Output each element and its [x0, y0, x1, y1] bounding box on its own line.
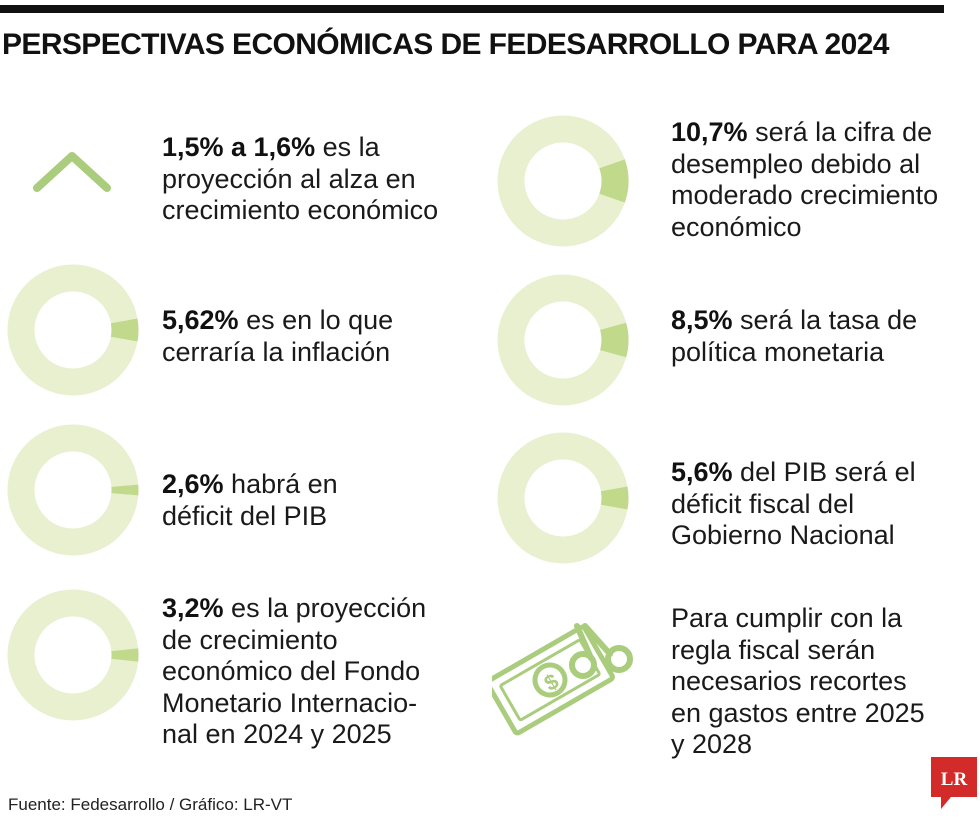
stat-text-line: habrá en: [223, 469, 338, 499]
stat-text-line: de crecimiento: [162, 624, 338, 655]
stat-text-line: económico: [671, 211, 802, 242]
stat-text-line: es en lo que: [238, 305, 394, 335]
stat-text-line: Gobierno Nacional: [671, 520, 895, 550]
stat-value: 5,62%: [162, 305, 239, 335]
donut-gdp-deficit-icon: [7, 424, 139, 556]
stat-text-line: será la cifra de: [747, 117, 933, 147]
stat-value: 2,6%: [162, 469, 224, 499]
top-rule: [0, 5, 944, 13]
donut-imf-growth-icon: [7, 589, 139, 721]
stat-text-line: será la tasa de: [732, 305, 918, 335]
stat-fiscal-deficit: 5,6% del PIB será el déficit fiscal del Go…: [671, 457, 916, 552]
page-title: PERSPECTIVAS ECONÓMICAS DE FEDESARROLLO …: [2, 28, 889, 61]
stat-text-line: política monetaria: [671, 336, 885, 367]
donut-highlight-segment: [599, 159, 629, 203]
donut-highlight-segment: [599, 322, 629, 358]
donut-ring: [7, 424, 139, 556]
stat-value: 10,7%: [671, 117, 748, 147]
stat-value: 1,5% a 1,6%: [162, 132, 316, 162]
donut-monetary-policy-icon: [497, 274, 629, 406]
stat-value: 8,5%: [671, 305, 733, 335]
stat-text-line: déficit fiscal del: [671, 488, 855, 519]
donut-ring: [497, 432, 629, 564]
stat-unemployment: 10,7% será la cifra de desempleo debido a…: [671, 117, 938, 243]
stat-text-line: crecimiento económico: [162, 195, 439, 225]
stat-value: 5,6%: [671, 457, 733, 487]
stat-text-line: déficit del PIB: [162, 500, 328, 531]
chevron-up-icon: [33, 152, 111, 192]
stat-imf-growth: 3,2% es la proyección de crecimiento econó…: [162, 593, 426, 751]
source-credit: Fuente: Fedesarrollo / Gráfico: LR-VT: [8, 795, 293, 814]
stat-text-line: nal en 2024 y 2025: [162, 719, 392, 749]
stat-growth: 1,5% a 1,6% es la proyección al alza en cr…: [162, 132, 438, 227]
stat-text-line: Para cumplir con la: [671, 603, 903, 633]
stat-fiscal-rule: Para cumplir con la regla fiscal serán nec…: [671, 603, 925, 761]
stat-inflation: 5,62% es en lo que cerraría la inflación: [162, 305, 393, 368]
stat-text-line: económico del Fondo: [162, 656, 421, 686]
stat-text-line: en gastos entre 2025: [671, 697, 925, 728]
money-scissors-icon: $: [492, 623, 633, 736]
donut-highlight-segment: [110, 318, 139, 342]
stat-text-line: y 2028: [671, 729, 753, 759]
stat-monetary-policy: 8,5% será la tasa de política monetaria: [671, 305, 917, 368]
stat-text-line: cerraría la inflación: [162, 336, 391, 367]
donut-ring: [497, 274, 629, 406]
donut-ring: [7, 589, 139, 721]
donut-ring: [7, 264, 139, 396]
stat-text-line: del PIB será el: [732, 457, 916, 487]
donut-ring: [497, 115, 629, 247]
donut-inflation-icon: [7, 264, 139, 396]
stat-text-line: desempleo debido al: [671, 148, 921, 179]
donut-fiscal-deficit-icon: [497, 432, 629, 564]
donut-highlight-segment: [600, 486, 629, 510]
svg-text:LR: LR: [941, 769, 968, 790]
stat-text-line: moderado crecimiento: [671, 180, 939, 210]
lr-logo: LR: [931, 757, 977, 809]
stat-text-line: es la: [315, 132, 380, 162]
stat-text-line: regla fiscal serán: [671, 634, 876, 665]
stat-text-line: Monetario Internacio-: [162, 687, 418, 718]
donut-unemployment-icon: [497, 115, 629, 247]
stat-gdp-deficit: 2,6% habrá en déficit del PIB: [162, 469, 338, 532]
stat-text-line: necesarios recortes: [671, 666, 907, 696]
stat-value: 3,2%: [162, 593, 224, 623]
stat-text-line: es la proyección: [223, 593, 427, 623]
stat-text-line: proyección al alza en: [162, 163, 416, 194]
